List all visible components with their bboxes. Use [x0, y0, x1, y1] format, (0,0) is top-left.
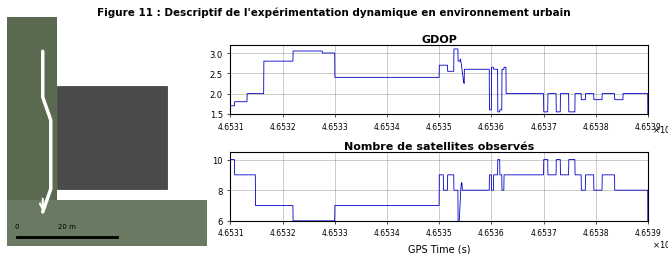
Text: Figure 11 : Descriptif de l'expérimentation dynamique en environnement urbain: Figure 11 : Descriptif de l'expérimentat… [97, 8, 571, 18]
Bar [7, 201, 207, 246]
Bar [7, 18, 57, 246]
X-axis label: GPS Time (s): GPS Time (s) [408, 243, 470, 253]
Text: 20 m: 20 m [58, 223, 75, 229]
Bar [57, 86, 167, 189]
Text: 0: 0 [15, 223, 19, 229]
Title: Nombre de satellites observés: Nombre de satellites observés [344, 141, 534, 151]
Text: $\times 10^5$: $\times 10^5$ [652, 238, 668, 250]
Text: $\times 10^5$: $\times 10^5$ [652, 123, 668, 135]
Title: GDOP: GDOP [422, 35, 457, 45]
